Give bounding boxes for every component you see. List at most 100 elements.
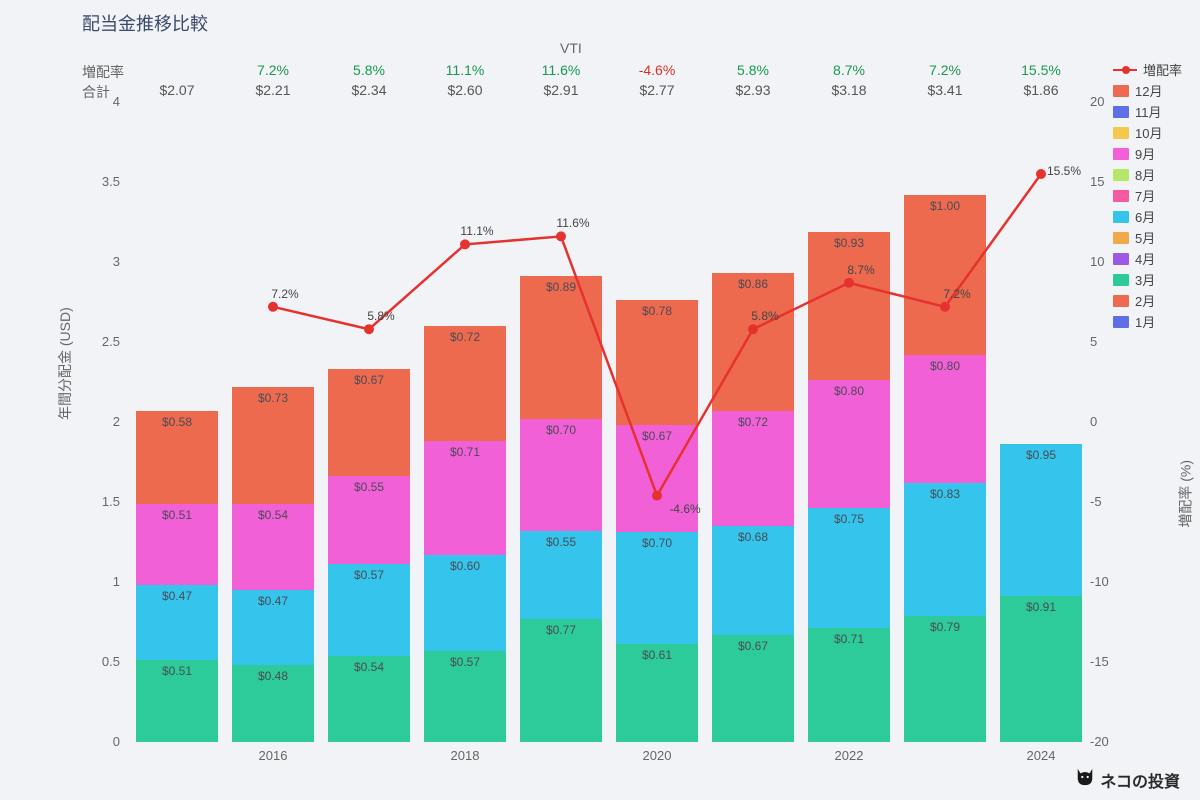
total-cell: $2.07 [131,82,223,98]
growth-cell: 8.7% [803,62,895,78]
bar-segment-label: $0.55 [520,535,602,549]
bar-segment [712,273,794,411]
bar-segment [520,276,602,418]
total-cell: $1.86 [995,82,1087,98]
xtick: 2016 [227,748,319,763]
bar-segment [1000,596,1082,742]
bar-segment-label: $0.72 [424,330,506,344]
ytick-left: 1.5 [90,494,120,509]
legend-item: 5月 [1113,228,1182,247]
ytick-left: 0.5 [90,654,120,669]
growth-cell: 7.2% [227,62,319,78]
line-point-label: -4.6% [655,502,715,516]
line-point-label: 11.1% [447,224,507,238]
bar-segment-label: $0.51 [136,664,218,678]
bar-segment [616,300,698,425]
bar-segment-label: $0.77 [520,623,602,637]
ytick-right: -15 [1090,654,1124,669]
line-point-label: 7.2% [255,287,315,301]
ytick-right: 5 [1090,334,1124,349]
bar-segment-label: $0.47 [136,589,218,603]
bar-segment-label: $0.72 [712,415,794,429]
ytick-right: -5 [1090,494,1124,509]
growth-cell: 7.2% [899,62,991,78]
chart-title: 配当金推移比較 [82,10,208,36]
growth-cell: -4.6% [611,62,703,78]
total-cell: $3.18 [803,82,895,98]
bar-segment-label: $0.54 [232,508,314,522]
line-point-label: 5.8% [735,309,795,323]
bar-segment-label: $0.67 [616,429,698,443]
bar-segment-label: $0.70 [520,423,602,437]
growth-cell: 5.8% [707,62,799,78]
total-cell: $2.93 [707,82,799,98]
ytick-left: 4 [90,94,120,109]
total-cell: $2.60 [419,82,511,98]
ytick-left: 2 [90,414,120,429]
bar-segment-label: $0.80 [904,359,986,373]
xtick: 2020 [611,748,703,763]
line-point-label: 5.8% [351,309,411,323]
growth-cell: 5.8% [323,62,415,78]
legend-item: 7月 [1113,186,1182,205]
bar-segment [808,380,890,508]
bar-segment-label: $0.47 [232,594,314,608]
ytick-left: 3.5 [90,174,120,189]
bar-segment-label: $0.67 [328,373,410,387]
ytick-left: 3 [90,254,120,269]
watermark: ネコの投資 [1074,767,1180,792]
cat-icon [1074,767,1096,792]
legend-item: 2月 [1113,291,1182,310]
total-cell: $2.34 [323,82,415,98]
bar-segment-label: $0.68 [712,530,794,544]
growth-cell: 15.5% [995,62,1087,78]
bar-segment-label: $0.58 [136,415,218,429]
bar-segment-label: $0.55 [328,480,410,494]
bar-segment-label: $0.75 [808,512,890,526]
bar-segment-label: $0.54 [328,660,410,674]
xtick: 2024 [995,748,1087,763]
bar-segment-label: $0.79 [904,620,986,634]
bar-segment-label: $0.60 [424,559,506,573]
bar-segment-label: $0.93 [808,236,890,250]
legend-item: 3月 [1113,270,1182,289]
xtick: 2022 [803,748,895,763]
legend-item: 10月 [1113,123,1182,142]
bar-segment [904,616,986,742]
y-axis-right-label: 増配率 (%) [1176,460,1196,528]
bar-segment-label: $0.51 [136,508,218,522]
bar-segment-label: $0.61 [616,648,698,662]
line-point-label: 15.5% [1047,164,1107,178]
y-axis-left-label: 年間分配金 (USD) [55,307,75,420]
chart-subtitle: VTI [560,40,582,56]
total-cell: $3.41 [899,82,991,98]
ytick-left: 1 [90,574,120,589]
bar-segment-label: $0.83 [904,487,986,501]
growth-cell: 11.6% [515,62,607,78]
growth-cell: 11.1% [419,62,511,78]
legend: 増配率12月11月10月9月8月7月6月5月4月3月2月1月 [1113,60,1182,333]
line-point-label: 7.2% [927,287,987,301]
ytick-right: -20 [1090,734,1124,749]
legend-item: 増配率 [1113,60,1182,79]
bar-segment-label: $0.48 [232,669,314,683]
bar-segment-label: $0.91 [1000,600,1082,614]
legend-item: 12月 [1113,81,1182,100]
bar-segment-label: $0.71 [808,632,890,646]
legend-item: 9月 [1113,144,1182,163]
bar-segment-label: $0.57 [424,655,506,669]
bar-segment [520,619,602,742]
total-cell: $2.77 [611,82,703,98]
bar-segment [808,232,890,381]
ytick-left: 2.5 [90,334,120,349]
bar-segment [1000,444,1082,596]
bar-segment-label: $0.80 [808,384,890,398]
ytick-right: -10 [1090,574,1124,589]
bar-segment-label: $0.70 [616,536,698,550]
bar-segment-label: $0.78 [616,304,698,318]
bar-segment-label: $0.95 [1000,448,1082,462]
ytick-right: 0 [1090,414,1124,429]
bar-segment [808,508,890,628]
legend-item: 6月 [1113,207,1182,226]
bar-segment-label: $0.86 [712,277,794,291]
